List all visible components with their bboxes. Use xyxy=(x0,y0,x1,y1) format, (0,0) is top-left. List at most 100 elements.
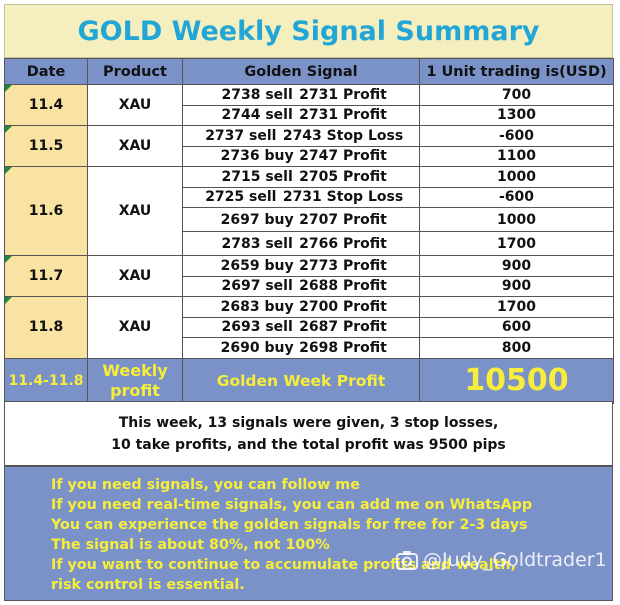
sheet-title: GOLD Weekly Signal Summary xyxy=(4,4,613,58)
weekly-summary: This week, 13 signals were given, 3 stop… xyxy=(4,401,613,466)
amount-cell: -600 xyxy=(419,186,614,208)
amount-cell: 1300 xyxy=(419,104,614,126)
product-cell: XAU xyxy=(87,296,183,359)
promo-line: You can experience the golden signals fo… xyxy=(51,517,528,533)
signal-cell: 2690 buy 2698 Profit xyxy=(182,337,420,359)
signal-entry: 2715 sell xyxy=(221,168,293,185)
signal-cell: 2715 sell 2705 Profit xyxy=(182,166,420,188)
product-cell: XAU xyxy=(87,125,183,167)
signal-entry: 2736 buy xyxy=(220,148,294,165)
table-row: 11.5 XAU 2737 sell 2743 Stop Loss -600 xyxy=(4,125,614,167)
header-unit: 1 Unit trading is(USD) xyxy=(419,58,614,85)
signal-entry: 2659 buy xyxy=(220,257,294,274)
date-cell: 11.8 xyxy=(4,296,88,359)
watermark-handle: @Judy_Goldtrader1 xyxy=(423,549,607,571)
table-row: 2783 sell 2766 Profit 1700 xyxy=(5,231,614,256)
camera-icon xyxy=(396,550,418,570)
table-row: 2725 sell 2731 Stop Loss -600 xyxy=(5,186,614,208)
promo-line: If you need real-time signals, you can a… xyxy=(51,497,533,513)
table-row: 2693 sell 2687 Profit 600 xyxy=(5,316,614,338)
signal-entry: 2690 buy xyxy=(220,339,294,356)
amount-cell: 800 xyxy=(419,337,614,359)
watermark: @Judy_Goldtrader1 xyxy=(396,549,607,571)
summary-line-2: 10 take profits, and the total profit wa… xyxy=(111,436,506,453)
signal-result: 2707 Profit xyxy=(299,211,387,228)
date-cell: 11.6 xyxy=(4,166,88,256)
signal-entry: 2738 sell xyxy=(221,86,293,103)
header-date: Date xyxy=(4,58,88,85)
signal-entry: 2697 sell xyxy=(221,278,293,295)
promo-line: risk control is essential. xyxy=(51,577,245,593)
promo-line: The signal is about 80%, not 100% xyxy=(51,537,330,553)
header-product: Product xyxy=(87,58,183,85)
amount-cell: 1700 xyxy=(419,296,614,318)
signal-cell: 2736 buy 2747 Profit xyxy=(182,145,420,167)
signal-entry: 2744 sell xyxy=(221,107,293,124)
summary-line-1: This week, 13 signals were given, 3 stop… xyxy=(118,414,499,431)
signal-cell: 2693 sell 2687 Profit xyxy=(182,316,420,338)
signal-entry: 2783 sell xyxy=(221,235,293,252)
signal-result: 2705 Profit xyxy=(299,168,387,185)
signal-cell: 2683 buy 2700 Profit xyxy=(182,296,420,318)
signal-result: 2766 Profit xyxy=(299,235,387,252)
table-row: 11.4 XAU 2738 sell 2731 Profit 700 xyxy=(4,84,614,126)
table-row: 11.7 XAU 2659 buy 2773 Profit 900 xyxy=(4,255,614,297)
table-row: 11.6 XAU 2715 sell 2705 Profit 1000 xyxy=(4,166,614,256)
signal-body: 11.4 XAU 2738 sell 2731 Profit 700 2744 sell 2… xyxy=(4,84,614,359)
amount-cell: 700 xyxy=(419,84,614,106)
signal-cell: 2737 sell 2743 Stop Loss xyxy=(182,125,420,147)
table-row: 2744 sell 2731 Profit 1300 xyxy=(5,104,614,126)
signal-result: 2773 Profit xyxy=(299,257,387,274)
amount-cell: 1000 xyxy=(419,166,614,188)
signal-cell: 2783 sell 2766 Profit xyxy=(182,231,420,256)
amount-cell: 1100 xyxy=(419,145,614,167)
signal-cell: 2659 buy 2773 Profit xyxy=(182,255,420,277)
header-signal: Golden Signal xyxy=(182,58,420,85)
signal-entry: 2683 buy xyxy=(220,298,294,315)
signal-result: 2698 Profit xyxy=(299,339,387,356)
promo-line: If you need signals, you can follow me xyxy=(51,477,360,493)
table-row: 11.8 XAU 2683 buy 2700 Profit 1700 xyxy=(4,296,614,359)
signal-result: 2688 Profit xyxy=(299,278,387,295)
signal-table: Date Product Golden Signal 1 Unit tradin… xyxy=(4,58,614,404)
signal-result: 2731 Profit xyxy=(299,107,387,124)
product-cell: XAU xyxy=(87,255,183,297)
weekly-profit-label: Weekly profit xyxy=(87,357,183,404)
totals-range: 11.4-11.8 xyxy=(4,357,88,404)
signal-entry: 2737 sell xyxy=(205,127,277,144)
date-cell: 11.4 xyxy=(4,84,88,126)
amount-cell: 1000 xyxy=(419,207,614,232)
signal-cell: 2697 sell 2688 Profit xyxy=(182,275,420,297)
signal-result: 2743 Stop Loss xyxy=(282,127,404,144)
signal-cell: 2697 buy 2707 Profit xyxy=(182,207,420,232)
signal-result: 2731 Stop Loss xyxy=(282,189,404,206)
golden-week-label: Golden Week Profit xyxy=(182,357,420,404)
amount-cell: 900 xyxy=(419,255,614,277)
table-row: 2690 buy 2698 Profit 800 xyxy=(5,337,614,359)
amount-cell: 600 xyxy=(419,316,614,338)
signal-entry: 2693 sell xyxy=(221,319,293,336)
signal-entry: 2697 buy xyxy=(220,211,294,228)
signal-result: 2687 Profit xyxy=(299,319,387,336)
signal-result: 2731 Profit xyxy=(299,86,387,103)
total-profit-value: 10500 xyxy=(419,357,614,404)
table-row: 2697 sell 2688 Profit 900 xyxy=(5,275,614,297)
promo-panel: If you need signals, you can follow me I… xyxy=(4,466,613,601)
date-cell: 11.7 xyxy=(4,255,88,297)
amount-cell: -600 xyxy=(419,125,614,147)
signal-result: 2700 Profit xyxy=(299,298,387,315)
amount-cell: 1700 xyxy=(419,231,614,256)
signal-entry: 2725 sell xyxy=(205,189,277,206)
totals-row: 11.4-11.8 Weekly profit Golden Week Prof… xyxy=(4,357,614,404)
signal-cell: 2744 sell 2731 Profit xyxy=(182,104,420,126)
date-cell: 11.5 xyxy=(4,125,88,167)
product-cell: XAU xyxy=(87,166,183,256)
signal-result: 2747 Profit xyxy=(299,148,387,165)
table-row: 2736 buy 2747 Profit 1100 xyxy=(5,145,614,167)
signal-cell: 2738 sell 2731 Profit xyxy=(182,84,420,106)
signal-cell: 2725 sell 2731 Stop Loss xyxy=(182,186,420,208)
product-cell: XAU xyxy=(87,84,183,126)
amount-cell: 900 xyxy=(419,275,614,297)
table-header-row: Date Product Golden Signal 1 Unit tradin… xyxy=(4,58,614,85)
